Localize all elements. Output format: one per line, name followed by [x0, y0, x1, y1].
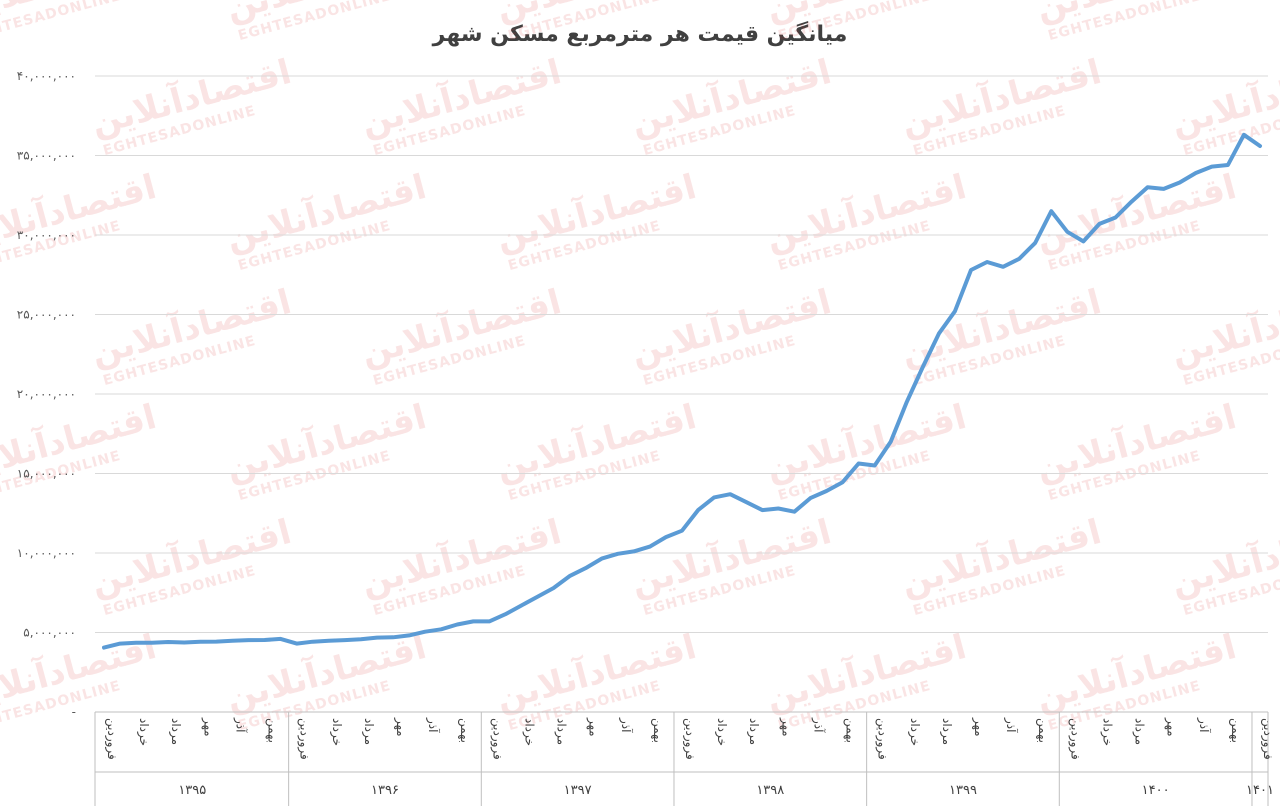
month-tick-label: بهمن	[1228, 718, 1243, 743]
y-tick-label: ۴۰,۰۰۰,۰۰۰	[17, 69, 76, 83]
year-label: ۱۳۹۸	[756, 783, 784, 798]
month-tick-label: مرداد	[168, 718, 183, 745]
month-tick-label: فروردین	[104, 718, 119, 760]
month-tick-label: بهمن	[457, 718, 472, 743]
month-tick-label: خرداد	[329, 718, 344, 746]
month-tick-label: مرداد	[746, 718, 761, 745]
y-tick-label: ۲۵,۰۰۰,۰۰۰	[17, 308, 76, 322]
month-tick-label: خرداد	[1099, 718, 1114, 746]
watermark-group: اقتصادآنلاینEGHTESADONLINEاقتصادآنلاینEG…	[0, 0, 1280, 734]
chart-title: میانگین قیمت هر مترمربع مسکن شهر	[432, 22, 848, 47]
month-tick-label: خرداد	[907, 718, 922, 746]
month-tick-label: مرداد	[554, 718, 569, 745]
month-tick-label: مهر	[586, 717, 601, 737]
y-tick-label: ۲۰,۰۰۰,۰۰۰	[17, 387, 76, 401]
month-tick-label: مرداد	[1132, 718, 1147, 745]
month-tick-label: آذر	[810, 717, 826, 733]
y-tick-label: ۱۵,۰۰۰,۰۰۰	[17, 467, 76, 481]
year-label: ۱۳۹۹	[949, 783, 977, 798]
month-tick-label: فروردین	[1067, 718, 1082, 760]
month-tick-label: آذر	[232, 717, 248, 733]
month-tick-label: مهر	[393, 717, 408, 737]
year-label: ۱۴۰۱	[1246, 783, 1274, 798]
month-tick-label: بهمن	[265, 718, 280, 743]
y-tick-label: -	[72, 705, 76, 719]
month-tick-label: مهر	[1164, 717, 1179, 737]
year-label: ۱۳۹۶	[371, 783, 399, 798]
y-tick-label: ۳۰,۰۰۰,۰۰۰	[17, 228, 76, 242]
month-tick-label: بهمن	[650, 718, 665, 743]
month-tick-label: فروردین	[489, 718, 504, 760]
month-tick-label: خرداد	[136, 718, 151, 746]
month-tick-label: مرداد	[361, 718, 376, 745]
month-tick-label: مرداد	[939, 718, 954, 745]
month-tick-label: آذر	[1196, 717, 1212, 733]
month-tick-label: خرداد	[521, 718, 536, 746]
year-label: ۱۳۹۷	[564, 783, 592, 798]
month-tick-label: آذر	[618, 717, 634, 733]
month-tick-label: بهمن	[1035, 718, 1050, 743]
month-tick-label: آذر	[1003, 717, 1019, 733]
month-tick-label: مهر	[971, 717, 986, 737]
month-tick-label: مهر	[200, 717, 215, 737]
series-line	[102, 132, 1262, 650]
month-tick-label: خرداد	[714, 718, 729, 746]
y-tick-label: ۱۰,۰۰۰,۰۰۰	[17, 546, 76, 560]
month-tick-label: بهمن	[843, 718, 858, 743]
year-label: ۱۴۰۰	[1142, 783, 1170, 798]
y-tick-label: ۵,۰۰۰,۰۰۰	[23, 626, 76, 640]
month-tick-label: فروردین	[297, 718, 312, 760]
month-tick-label: فروردین	[682, 718, 697, 760]
year-label: ۱۳۹۵	[178, 783, 206, 798]
month-tick-label: فروردین	[875, 718, 890, 760]
y-tick-label: ۳۵,۰۰۰,۰۰۰	[17, 149, 76, 163]
month-tick-label: آذر	[425, 717, 441, 733]
month-tick-label: فروردین	[1260, 718, 1275, 760]
month-tick-label: مهر	[778, 717, 793, 737]
